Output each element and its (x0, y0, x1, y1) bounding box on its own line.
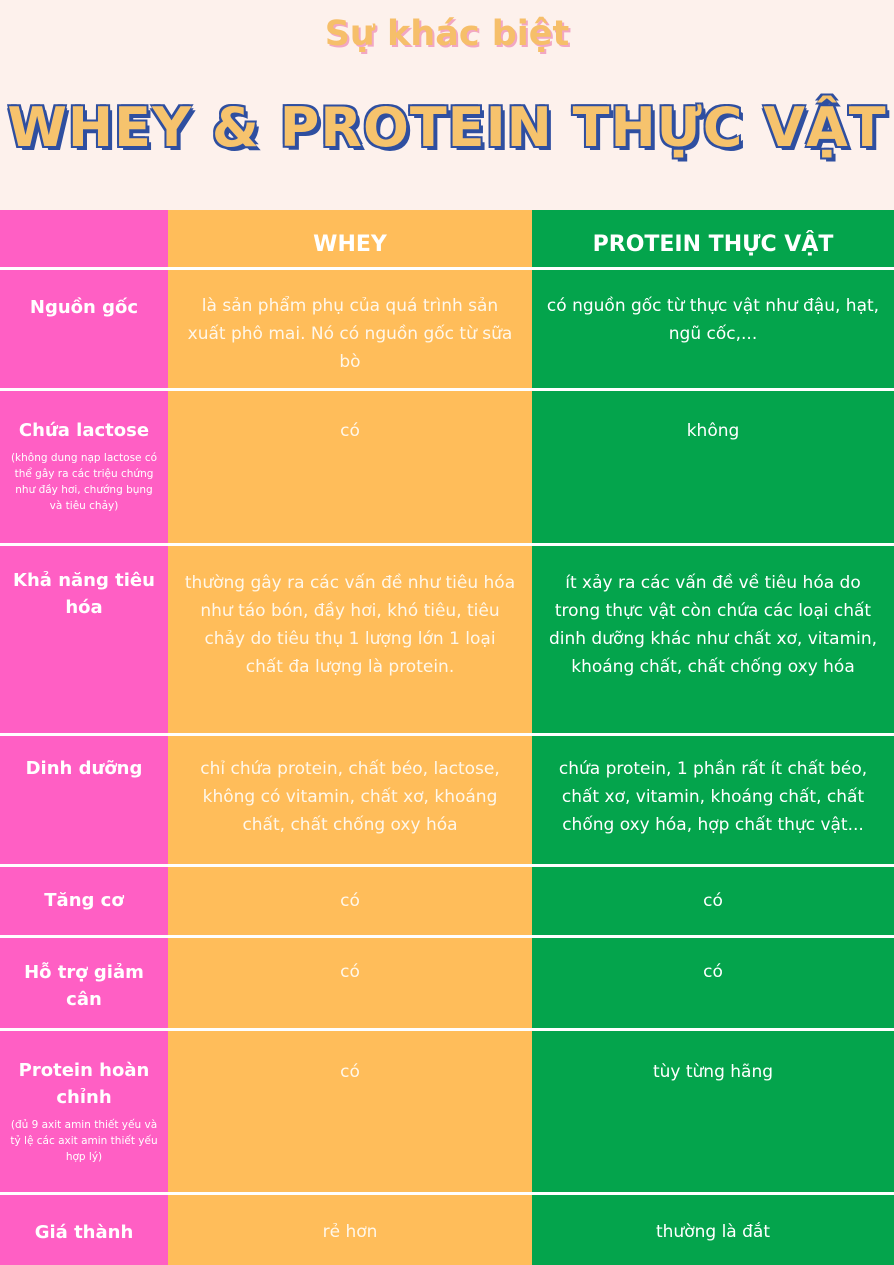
whey-cell-complete-protein: có (340, 1062, 360, 1082)
row-divider (0, 543, 894, 546)
row-note-complete-protein: (đủ 9 axit amin thiết yếu và tỷ lệ các a… (10, 1119, 158, 1163)
row-label-lactose-text: Chứa lactose (18, 420, 150, 441)
row-label-complete-protein-text: Protein hoàn chỉnh (18, 1060, 150, 1108)
whey-column-bg (168, 210, 532, 1265)
row-label-digestion: Khả năng tiêu hóa (13, 570, 155, 618)
whey-cell-weight-loss: có (340, 962, 360, 982)
plant-column-bg (532, 210, 894, 1265)
plant-cell-origin: có nguồn gốc từ thực vật như đậu, hạt, n… (546, 296, 880, 344)
plant-cell-weight-loss: có (703, 962, 723, 982)
whey-cell-digestion: thường gây ra các vấn đề như tiêu hóa nh… (184, 573, 516, 677)
row-divider (0, 267, 894, 270)
row-divider (0, 733, 894, 736)
whey-cell-muscle: có (340, 891, 360, 911)
row-label-muscle: Tăng cơ (44, 890, 124, 911)
row-divider (0, 1192, 894, 1195)
page-title: WHEY & PROTEIN THỰC VẬT (7, 96, 887, 159)
header: Sự khác biệt WHEY & PROTEIN THỰC VẬT (0, 0, 894, 210)
row-label-weight-loss: Hỗ trợ giảm cân (24, 962, 144, 1010)
plant-cell-muscle: có (703, 891, 723, 911)
plant-cell-price: thường là đắt (655, 1222, 770, 1242)
row-label-origin: Nguồn gốc (29, 297, 139, 318)
row-divider (0, 1028, 894, 1031)
whey-cell-price: rẻ hơn (322, 1222, 378, 1242)
row-label-nutrition: Dinh dưỡng (25, 758, 143, 779)
row-label-lactose: Chứa lactose (không dung nạp lactose có … (0, 417, 168, 514)
plant-column-header: PROTEIN THỰC VẬT (592, 232, 834, 257)
whey-column-header: WHEY (313, 232, 387, 257)
row-note-lactose: (không dung nạp lactose có thể gây ra cá… (10, 452, 158, 512)
whey-cell-nutrition: chỉ chứa protein, chất béo, lactose, khô… (200, 759, 500, 835)
comparison-table: WHEY PROTEIN THỰC VẬT Nguồn gốc là sản p… (0, 210, 894, 1265)
row-divider (0, 864, 894, 867)
whey-cell-lactose: có (340, 421, 360, 441)
row-label-complete-protein: Protein hoàn chỉnh (đủ 9 axit amin thiết… (0, 1057, 168, 1165)
subtitle: Sự khác biệt (324, 14, 570, 54)
row-divider (0, 935, 894, 938)
whey-cell-origin: là sản phẩm phụ của quá trình sản xuất p… (187, 296, 513, 372)
plant-cell-nutrition: chứa protein, 1 phần rất ít chất béo, ch… (558, 759, 868, 835)
row-label-price: Giá thành (34, 1222, 134, 1243)
row-divider (0, 388, 894, 391)
plant-cell-digestion: ít xảy ra các vấn đề về tiêu hóa do tron… (548, 573, 878, 677)
plant-cell-complete-protein: tùy từng hãng (652, 1062, 774, 1082)
label-column-bg (0, 210, 168, 1265)
plant-cell-lactose: không (686, 421, 740, 441)
